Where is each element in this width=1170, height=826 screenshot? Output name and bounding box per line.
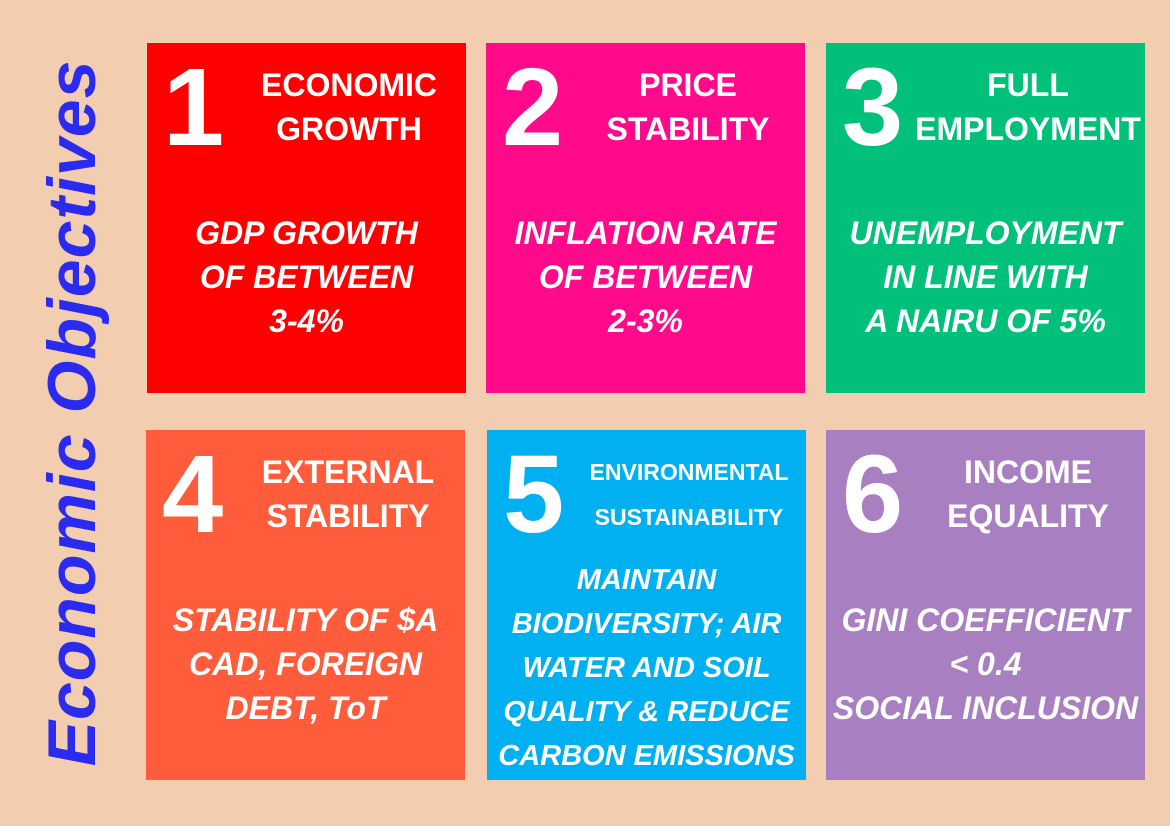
- objective-box-2: 2 PRICE STABILITY INFLATION RATE OF BETWEEN 2…: [486, 43, 805, 393]
- objective-target: GDP GROWTH OF BETWEEN 3-4%: [147, 211, 466, 343]
- objective-heading: FULL EMPLOYMENT: [911, 63, 1145, 151]
- target-line: WATER AND SOIL: [522, 652, 771, 684]
- heading-line: ENVIRONMENTAL: [589, 459, 789, 485]
- heading-line: EXTERNAL: [261, 454, 435, 490]
- target-line: DEBT, ToT: [225, 690, 386, 726]
- objective-number: 5: [503, 433, 565, 556]
- heading-line: PRICE: [639, 67, 737, 103]
- objective-heading: EXTERNAL STABILITY: [231, 450, 465, 538]
- objective-target: GINI COEFFICIENT < 0.4 SOCIAL INCLUSION: [826, 598, 1145, 730]
- objective-heading: PRICE STABILITY: [571, 63, 805, 151]
- objective-box-3: 3 FULL EMPLOYMENT UNEMPLOYMENT IN LINE WITH A…: [826, 43, 1145, 393]
- target-line: INFLATION RATE: [514, 215, 777, 251]
- target-line: CAD, FOREIGN: [189, 646, 422, 682]
- target-line: UNEMPLOYMENT: [849, 215, 1122, 251]
- heading-line: STABILITY: [266, 498, 430, 534]
- target-line: GINI COEFFICIENT: [841, 602, 1130, 638]
- heading-line: FULL: [987, 67, 1069, 103]
- objective-target: INFLATION RATE OF BETWEEN 2-3%: [486, 211, 805, 343]
- heading-line: GROWTH: [276, 111, 422, 147]
- target-line: CARBON EMISSIONS: [498, 740, 795, 772]
- target-line: < 0.4: [949, 646, 1022, 682]
- heading-line: EQUALITY: [947, 498, 1109, 534]
- objective-box-4: 4 EXTERNAL STABILITY STABILITY OF $A CAD, FO…: [146, 430, 465, 780]
- heading-line: INCOME: [964, 454, 1092, 490]
- target-line: MAINTAIN: [576, 564, 717, 596]
- objective-heading: INCOME EQUALITY: [911, 450, 1145, 538]
- target-line: QUALITY & REDUCE: [503, 696, 790, 728]
- objective-number: 1: [163, 46, 225, 169]
- target-line: STABILITY OF $A: [172, 602, 439, 638]
- heading-line: SUSTAINABILITY: [594, 504, 784, 530]
- objective-number: 4: [162, 433, 224, 556]
- objective-box-6: 6 INCOME EQUALITY GINI COEFFICIENT < 0.4 SOCI…: [826, 430, 1145, 780]
- objective-target: STABILITY OF $A CAD, FOREIGN DEBT, ToT: [146, 598, 465, 730]
- target-line: BIODIVERSITY; AIR: [511, 608, 782, 640]
- target-line: 2-3%: [608, 303, 683, 339]
- target-line: 3-4%: [269, 303, 344, 339]
- objective-heading: ENVIRONMENTAL SUSTAINABILITY: [572, 450, 806, 540]
- target-line: SOCIAL INCLUSION: [832, 690, 1139, 726]
- heading-line: STABILITY: [606, 111, 770, 147]
- heading-line: ECONOMIC: [261, 67, 437, 103]
- target-line: GDP GROWTH: [195, 215, 418, 251]
- target-line: IN LINE WITH: [883, 259, 1088, 295]
- objective-box-5: 5 ENVIRONMENTAL SUSTAINABILITY MAINTAIN BIOD…: [487, 430, 806, 780]
- target-line: OF BETWEEN: [199, 259, 414, 295]
- objective-number: 3: [842, 46, 904, 169]
- diagram-title: Economic Objectives: [34, 59, 110, 767]
- objective-box-1: 1 ECONOMIC GROWTH GDP GROWTH OF BETWEEN 3-4%: [147, 43, 466, 393]
- heading-line: EMPLOYMENT: [915, 111, 1141, 147]
- objective-target: MAINTAIN BIODIVERSITY; AIR WATER AND SOIL Q…: [487, 558, 806, 778]
- objective-number: 2: [502, 46, 564, 169]
- objective-number: 6: [842, 433, 904, 556]
- objective-target: UNEMPLOYMENT IN LINE WITH A NAIRU OF 5%: [826, 211, 1145, 343]
- objective-heading: ECONOMIC GROWTH: [232, 63, 466, 151]
- target-line: OF BETWEEN: [538, 259, 753, 295]
- target-line: A NAIRU OF 5%: [865, 303, 1106, 339]
